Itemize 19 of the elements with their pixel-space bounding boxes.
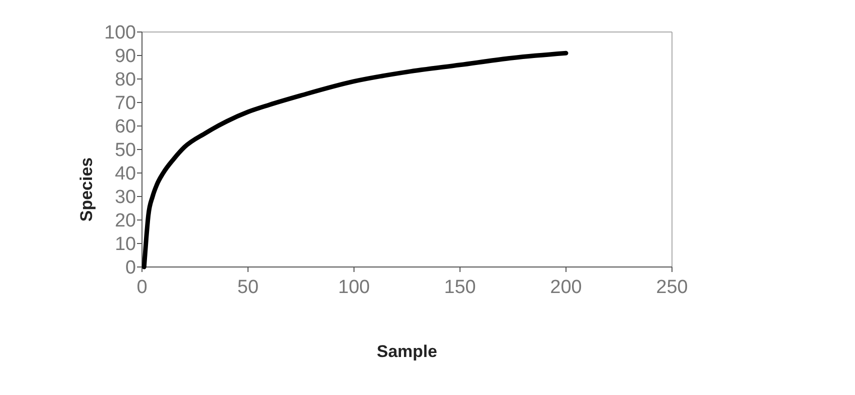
x-tick-label: 200	[550, 277, 582, 298]
y-tick-label: 40	[114, 164, 136, 185]
x-tick-label: 150	[444, 277, 476, 298]
x-tick-label: 100	[338, 277, 370, 298]
y-tick-label: 30	[114, 187, 136, 208]
y-tick-label: 0	[125, 258, 136, 279]
x-axis-title: Sample	[376, 342, 438, 361]
y-tick-label: 60	[114, 116, 136, 138]
y-axis-title: Species	[77, 157, 96, 222]
y-tick-label: 100	[104, 22, 136, 44]
y-tick-label: 20	[114, 210, 136, 232]
y-tick-label: 10	[114, 234, 136, 256]
y-tick-label: 90	[114, 46, 136, 68]
line-series	[142, 50, 568, 270]
x-tick-label: 50	[237, 277, 259, 298]
y-tick-label: 50	[114, 140, 136, 162]
x-tick-label: 250	[656, 277, 688, 298]
y-tick-label: 80	[114, 70, 136, 91]
y-tick-label: 70	[114, 93, 136, 114]
